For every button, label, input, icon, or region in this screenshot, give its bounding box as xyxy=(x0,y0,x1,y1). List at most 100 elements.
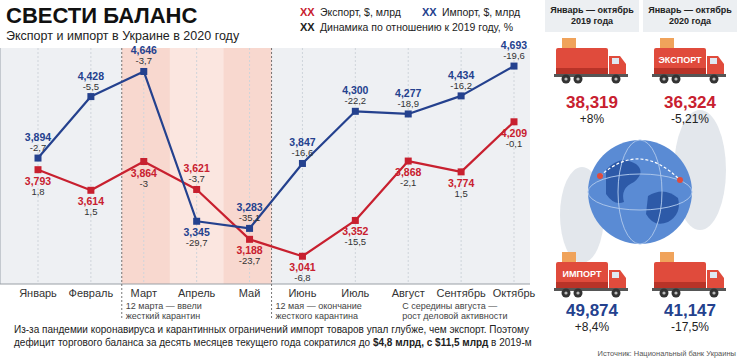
series-marker xyxy=(35,155,42,162)
series-marker xyxy=(140,68,147,75)
change-label: -15,5 xyxy=(345,236,367,247)
grid-line xyxy=(514,48,515,284)
series-line xyxy=(38,122,514,256)
x-tick-label: Май xyxy=(239,287,261,299)
series-marker xyxy=(193,218,200,225)
change-label: -3,7 xyxy=(188,173,204,184)
truck-wheel xyxy=(574,75,583,84)
change-label: -0,1 xyxy=(506,138,522,149)
legend-symbol: XX xyxy=(300,6,315,18)
change-label: -16,2 xyxy=(450,80,472,91)
x-tick-label: Январь xyxy=(19,287,57,299)
change-label: 1,5 xyxy=(455,188,468,199)
chart-root: СВЕСТИ БАЛАНСЭкспорт и импорт в Украине … xyxy=(0,0,740,360)
truck xyxy=(652,252,726,298)
change-label: -35,1 xyxy=(239,212,261,223)
truck-cargo xyxy=(556,262,608,288)
cargo-box xyxy=(562,38,576,48)
truck: ИМПОРТ xyxy=(554,252,628,298)
series-marker xyxy=(511,63,518,70)
truck-wheel xyxy=(562,75,571,84)
change-label: -16,6 xyxy=(292,147,314,158)
annotation-text: жесткого карантина xyxy=(276,311,359,321)
truck-wheel xyxy=(710,75,719,84)
change-label: -22,2 xyxy=(345,95,367,106)
truck-window xyxy=(612,272,619,278)
series-marker xyxy=(352,108,359,115)
subtitle: Экспорт и импорт в Украине в 2020 году xyxy=(6,29,240,43)
truck-hub xyxy=(614,291,617,294)
footer-line: Из-за пандемии коронавируса и карантинны… xyxy=(14,324,529,335)
x-tick-label: Август xyxy=(392,287,425,299)
x-tick-label: Апрель xyxy=(178,287,216,299)
cargo-box xyxy=(562,252,576,262)
truck-window xyxy=(710,58,717,64)
series-marker xyxy=(299,160,306,167)
series-group xyxy=(35,63,518,260)
truck-cabin xyxy=(609,56,626,74)
annotation-line xyxy=(271,48,272,320)
legend-symbol: XX xyxy=(422,6,437,18)
change-label: -3,7 xyxy=(136,55,152,66)
footer-part: дефицит торгового баланса за десять меся… xyxy=(14,337,373,348)
truck: ЭКСПОРТ xyxy=(652,38,726,84)
panel-total: 41,147 xyxy=(664,301,716,320)
grid-line xyxy=(38,48,39,284)
series-marker xyxy=(246,225,253,232)
series-marker xyxy=(405,158,412,165)
title: СВЕСТИ БАЛАНС xyxy=(6,3,197,28)
truck-hub xyxy=(662,291,665,294)
annotation-text: 12 мая — окончание xyxy=(276,301,362,311)
truck-cargo-stripe xyxy=(556,282,608,288)
truck-cargo-stripe xyxy=(556,68,608,74)
series-marker xyxy=(35,166,42,173)
truck-wheel xyxy=(574,289,583,298)
change-label: -5,5 xyxy=(83,81,99,92)
x-tick-label: Февраль xyxy=(69,287,114,299)
x-axis xyxy=(0,284,530,285)
globe-land xyxy=(606,160,641,203)
series-marker xyxy=(140,158,147,165)
panel-total: 38,319 xyxy=(566,93,618,112)
change-label: -3 xyxy=(140,178,148,189)
change-label: -6,8 xyxy=(294,272,310,283)
truck xyxy=(554,38,628,84)
truck-hub xyxy=(564,77,567,80)
panel-change: -17,5% xyxy=(671,320,709,334)
panel-change: +8% xyxy=(580,112,605,126)
x-tick-label: Июнь xyxy=(288,287,316,299)
annotation-text: 12 марта — ввели xyxy=(126,301,202,311)
series-marker xyxy=(87,93,94,100)
truck-wheel xyxy=(672,75,681,84)
period-header: Январь — октябрь xyxy=(550,5,634,15)
truck-hub xyxy=(576,291,579,294)
truck-hub xyxy=(564,291,567,294)
source: Источник: Национальный банк Украины xyxy=(598,349,736,358)
legend-symbol: XX xyxy=(300,21,315,33)
series-marker xyxy=(299,253,306,260)
truck-cabin xyxy=(707,56,724,74)
panel-total: 49,874 xyxy=(566,301,619,320)
globe-pin xyxy=(677,177,683,183)
series-marker xyxy=(246,236,253,243)
series-marker xyxy=(87,187,94,194)
series-line xyxy=(38,66,514,228)
truck-cargo xyxy=(654,262,706,288)
globe-land xyxy=(646,191,679,223)
truck-cargo xyxy=(654,48,706,74)
globe-body xyxy=(588,140,692,244)
truck-cargo-stripe xyxy=(654,282,706,288)
truck-window xyxy=(612,58,619,64)
change-label: 1,5 xyxy=(84,206,97,217)
change-label: -19,6 xyxy=(503,50,525,61)
cargo-box xyxy=(660,252,674,262)
globe-parallel xyxy=(588,174,692,210)
legend-label: Импорт, $, млрд xyxy=(442,6,520,18)
truck-wheel xyxy=(672,289,681,298)
footer-part: в 2019-м xyxy=(488,337,531,348)
truck-wheel xyxy=(562,289,571,298)
truck-window xyxy=(710,272,717,278)
truck-cargo xyxy=(556,48,608,74)
y-range-line xyxy=(0,48,1,284)
period-header-bg xyxy=(545,0,639,32)
